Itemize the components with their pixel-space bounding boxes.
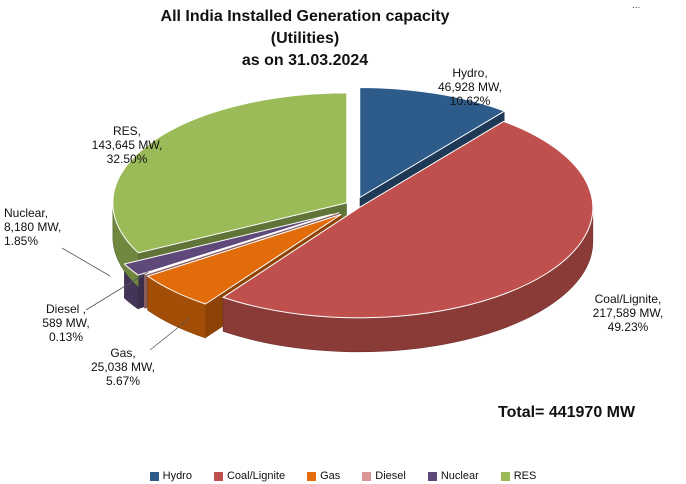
- label-coal: Coal/Lignite, 217,589 MW, 49.23%: [578, 292, 678, 334]
- legend-label-hydro: Hydro: [162, 470, 192, 482]
- leader-line-gas: [149, 317, 191, 351]
- legend: Hydro Coal/Lignite Gas Diesel Nuclear RE…: [0, 470, 686, 482]
- legend-label-diesel: Diesel: [375, 470, 406, 482]
- label-gas-value: 25,038 MW,: [90, 360, 156, 374]
- legend-label-nuclear: Nuclear: [440, 470, 479, 482]
- label-nuclear-percent: 1.85%: [4, 234, 39, 248]
- label-diesel-name: Diesel ,: [45, 302, 86, 316]
- legend-item-coal: Coal/Lignite: [213, 470, 286, 482]
- legend-item-diesel: Diesel: [362, 470, 406, 482]
- legend-swatch-res: [500, 471, 510, 481]
- legend-label-gas: Gas: [320, 470, 341, 482]
- label-diesel-percent: 0.13%: [48, 330, 84, 344]
- label-res-percent: 32.50%: [106, 152, 148, 166]
- label-res-name: RES,: [112, 124, 141, 138]
- pie-slice-gas: [146, 213, 342, 305]
- legend-swatch-nuclear: [427, 471, 437, 481]
- label-gas-name: Gas,: [110, 346, 136, 360]
- corner-text: ...: [632, 0, 641, 11]
- label-hydro-percent: 10.62%: [449, 94, 491, 108]
- label-nuclear-name: Nuclear,: [4, 206, 49, 220]
- label-res: RES, 143,645 MW, 32.50%: [82, 124, 172, 166]
- label-coal-name: Coal/Lignite,: [594, 292, 662, 306]
- chart-title-line-3: as on 31.03.2024: [241, 52, 369, 69]
- pie-slice-hydro: [359, 86, 506, 199]
- label-res-value: 143,645 MW,: [91, 138, 163, 152]
- pie-slice-res: [112, 92, 348, 254]
- leader-line-diesel: [85, 271, 149, 311]
- total-capacity: Total= 441970 MW: [498, 404, 636, 421]
- label-diesel-value: 589 MW,: [42, 316, 90, 330]
- label-hydro-value: 46,928 MW,: [437, 80, 503, 94]
- label-hydro: Hydro, 46,928 MW, 10.62%: [430, 66, 510, 108]
- label-diesel: Diesel , 589 MW, 0.13%: [26, 302, 106, 344]
- legend-item-gas: Gas: [307, 470, 340, 482]
- label-coal-percent: 49.23%: [607, 320, 649, 334]
- label-hydro-name: Hydro,: [452, 66, 488, 80]
- legend-swatch-coal: [213, 471, 223, 481]
- legend-swatch-hydro: [149, 471, 159, 481]
- legend-label-res: RES: [513, 470, 537, 482]
- chart-title-line-2: (Utilities): [270, 30, 340, 47]
- legend-item-nuclear: Nuclear: [427, 470, 479, 482]
- label-gas: Gas, 25,038 MW, 5.67%: [78, 346, 168, 388]
- label-nuclear-value: 8,180 MW,: [4, 220, 62, 234]
- legend-item-hydro: Hydro: [149, 470, 192, 482]
- legend-swatch-diesel: [362, 471, 372, 481]
- legend-item-res: RES: [500, 470, 537, 482]
- pie-side-diesel: [144, 273, 146, 310]
- pie-slice-nuclear: [123, 213, 334, 276]
- label-coal-value: 217,589 MW,: [592, 306, 664, 320]
- label-gas-percent: 5.67%: [105, 374, 141, 388]
- label-nuclear: Nuclear, 8,180 MW, 1.85%: [4, 206, 74, 248]
- legend-label-coal: Coal/Lignite: [226, 470, 286, 482]
- chart-title-line-1: All India Installed Generation capacity: [160, 8, 450, 25]
- legend-swatch-gas: [307, 471, 317, 481]
- pie-slice-coal-lignite: [221, 120, 594, 319]
- leader-line-nuclear: [61, 247, 111, 277]
